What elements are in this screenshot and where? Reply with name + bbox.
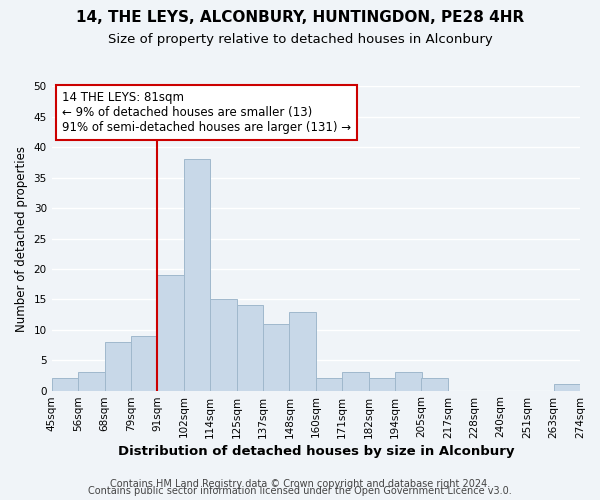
Bar: [289, 312, 316, 390]
Bar: [210, 300, 236, 390]
Text: Contains HM Land Registry data © Crown copyright and database right 2024.: Contains HM Land Registry data © Crown c…: [110, 479, 490, 489]
X-axis label: Distribution of detached houses by size in Alconbury: Distribution of detached houses by size …: [118, 444, 514, 458]
Bar: [368, 378, 395, 390]
Bar: [316, 378, 342, 390]
Bar: [236, 306, 263, 390]
Text: Contains public sector information licensed under the Open Government Licence v3: Contains public sector information licen…: [88, 486, 512, 496]
Bar: [554, 384, 580, 390]
Bar: [342, 372, 368, 390]
Bar: [421, 378, 448, 390]
Bar: [263, 324, 289, 390]
Bar: [52, 378, 78, 390]
Bar: [78, 372, 104, 390]
Bar: [104, 342, 131, 390]
Y-axis label: Number of detached properties: Number of detached properties: [15, 146, 28, 332]
Bar: [131, 336, 157, 390]
Bar: [157, 275, 184, 390]
Text: 14, THE LEYS, ALCONBURY, HUNTINGDON, PE28 4HR: 14, THE LEYS, ALCONBURY, HUNTINGDON, PE2…: [76, 10, 524, 25]
Text: 14 THE LEYS: 81sqm
← 9% of detached houses are smaller (13)
91% of semi-detached: 14 THE LEYS: 81sqm ← 9% of detached hous…: [62, 91, 352, 134]
Bar: [184, 160, 210, 390]
Bar: [395, 372, 421, 390]
Text: Size of property relative to detached houses in Alconbury: Size of property relative to detached ho…: [107, 32, 493, 46]
